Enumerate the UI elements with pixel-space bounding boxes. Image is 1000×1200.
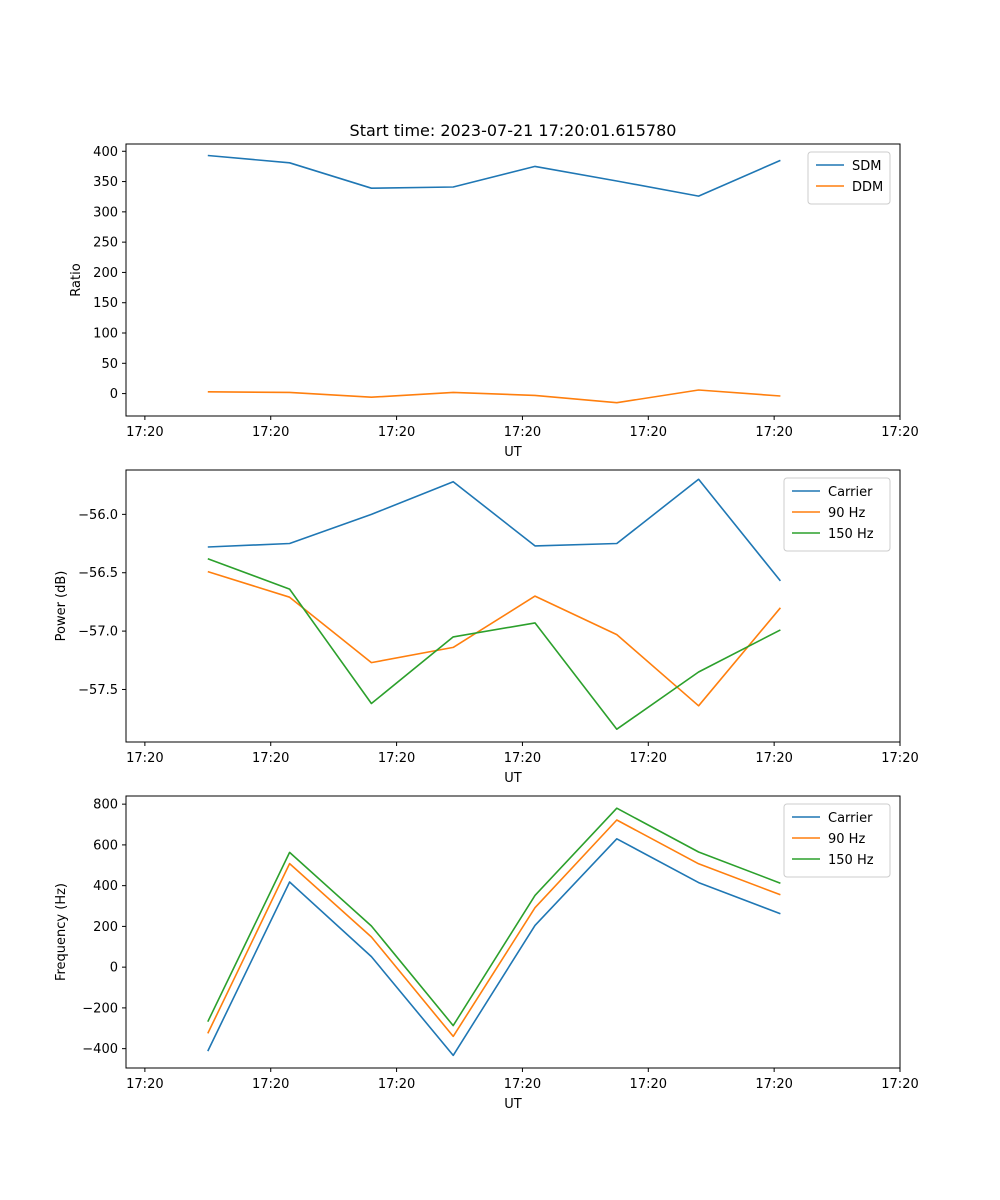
panel2-y-tick-label: −56.0	[78, 508, 118, 523]
panel3-y-tick-label: 400	[93, 879, 118, 894]
panel3-y-tick-label: 200	[93, 920, 118, 935]
panel2-x-tick-label: 17:20	[378, 751, 415, 766]
panel1-y-tick-label: 400	[93, 145, 118, 160]
panel1-x-tick-label: 17:20	[126, 425, 163, 440]
panel1-y-tick-label: 100	[93, 327, 118, 342]
panel2-x-tick-label: 17:20	[881, 751, 918, 766]
panel1-x-axis-label: UT	[504, 445, 522, 460]
panel1-y-tick-label: 200	[93, 266, 118, 281]
panel3-axes-frame	[125, 795, 901, 1069]
panel1-legend-label: DDM	[852, 180, 883, 195]
panel2-x-tick-label: 17:20	[126, 751, 163, 766]
panel3-series-line-carrier	[207, 837, 781, 1057]
panel2-legend-label: Carrier	[828, 485, 873, 500]
panel2-y-axis-label: Power (dB)	[54, 571, 69, 642]
panel2-x-tick-label: 17:20	[630, 751, 667, 766]
panel3-y-tick-label: 600	[93, 838, 118, 853]
panel3-y-tick-label: −200	[82, 1001, 118, 1016]
panel1-y-axis-label: Ratio	[69, 263, 84, 296]
panel3-series-line-90-hz	[207, 819, 781, 1038]
panel3-x-tick-label: 17:20	[126, 1077, 163, 1092]
panel2-legend-label: 90 Hz	[828, 506, 865, 521]
panel3-x-tick-label: 17:20	[755, 1077, 792, 1092]
panel3-x-tick-label: 17:20	[504, 1077, 541, 1092]
chart-title: Start time: 2023-07-21 17:20:01.615780	[349, 121, 677, 140]
panel1-legend-label: SDM	[852, 159, 881, 174]
panel2-y-tick-label: −57.5	[78, 683, 118, 698]
panel2-y-tick-label: −56.5	[78, 566, 118, 581]
panel2-x-tick-label: 17:20	[755, 751, 792, 766]
panel3-x-tick-label: 17:20	[881, 1077, 918, 1092]
panel3-legend-label: 150 Hz	[828, 853, 874, 868]
panel3-y-tick-label: 800	[93, 798, 118, 813]
panel1-x-tick-label: 17:20	[378, 425, 415, 440]
panel1-y-tick-label: 250	[93, 236, 118, 251]
panel1-x-tick-label: 17:20	[504, 425, 541, 440]
panel2-axes-frame	[125, 469, 901, 743]
panel2-series-line-150-hz	[207, 557, 781, 731]
panel2-x-tick-label: 17:20	[504, 751, 541, 766]
panel1-x-tick-label: 17:20	[755, 425, 792, 440]
panel1-x-tick-label: 17:20	[630, 425, 667, 440]
panel3-y-tick-label: −400	[82, 1042, 118, 1057]
panel1-y-tick-label: 50	[101, 357, 118, 372]
panel1-x-tick-label: 17:20	[252, 425, 289, 440]
panel3-y-tick-label: 0	[110, 961, 118, 976]
panel3-y-axis-label: Frequency (Hz)	[54, 883, 69, 981]
panel1-y-tick-label: 350	[93, 175, 118, 190]
panel2-series-line-carrier	[207, 478, 782, 582]
panel2-y-tick-label: −57.0	[78, 625, 118, 640]
panel1-axes-frame	[125, 143, 901, 417]
panel1-y-tick-label: 300	[93, 205, 118, 220]
panel1-series-line-ddm	[207, 389, 781, 404]
panel3-x-tick-label: 17:20	[630, 1077, 667, 1092]
panel2-series-line-90-hz	[207, 570, 782, 707]
panel2-x-axis-label: UT	[504, 771, 522, 786]
panel1-x-tick-label: 17:20	[881, 425, 918, 440]
panel3-legend-label: Carrier	[828, 811, 873, 826]
panel3-legend-label: 90 Hz	[828, 832, 865, 847]
panel2-x-tick-label: 17:20	[252, 751, 289, 766]
panel3-x-axis-label: UT	[504, 1097, 522, 1112]
panel1-y-tick-label: 150	[93, 296, 118, 311]
panel1-series-line-sdm	[207, 154, 781, 197]
panel3-x-tick-label: 17:20	[378, 1077, 415, 1092]
panel1-y-tick-label: 0	[110, 387, 118, 402]
panel2-legend-label: 150 Hz	[828, 527, 874, 542]
panel3-series-line-150-hz	[207, 807, 781, 1027]
panel3-x-tick-label: 17:20	[252, 1077, 289, 1092]
